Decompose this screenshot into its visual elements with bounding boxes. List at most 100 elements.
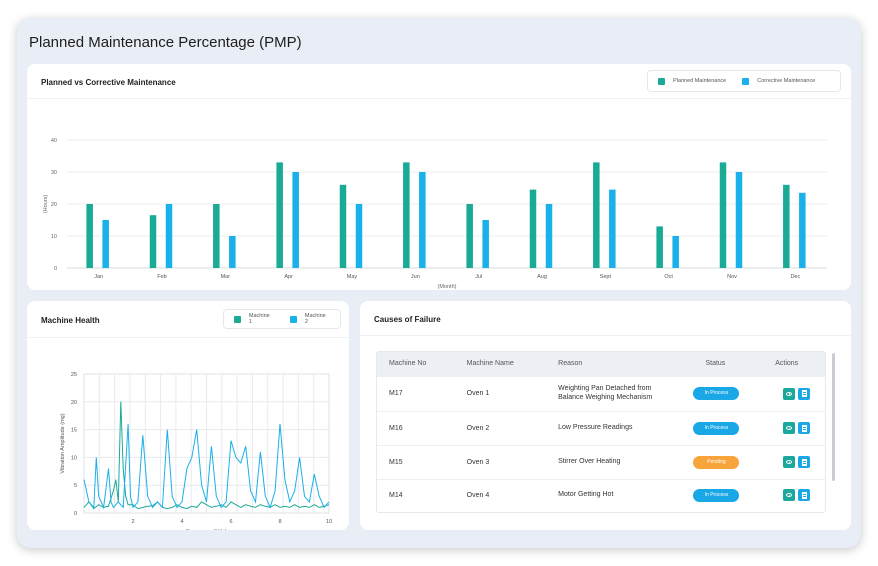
bar-y-tick-label: 0 [54, 266, 57, 272]
document-button[interactable] [798, 422, 811, 434]
col-machine-no[interactable]: Machine No [389, 360, 427, 368]
planned-vs-corrective-card: Planned vs Corrective Maintenance Planne… [27, 64, 851, 290]
cell-machine-name: Oven 3 [466, 458, 490, 466]
table-scrollbar[interactable] [832, 353, 835, 481]
bar-y-axis-label: (Hours) [43, 195, 49, 214]
legend-corrective[interactable]: Corrective Maintenance [742, 77, 816, 85]
line-x-tick-label: 10 [326, 519, 332, 525]
document-button[interactable] [798, 489, 811, 502]
status-badge: In Process [693, 421, 740, 435]
bar-x-tick-label: Jun [411, 274, 420, 280]
failure-table-container: Machine No Machine Name Reason Status Ac… [376, 351, 826, 513]
cell-actions [765, 479, 825, 511]
bar-x-tick-label: Apr [284, 274, 293, 280]
table-row[interactable]: M14 Oven 4 Motor Getting Hot In Process [377, 479, 825, 511]
bar-x-axis-label: (Month) [438, 284, 457, 290]
table-row[interactable]: M17 Oven 1 Weighting Pan Detached from Bal… [377, 376, 825, 411]
line-x-tick-label: 6 [229, 519, 232, 525]
bar-card-title: Planned vs Corrective Maintenance [41, 78, 176, 87]
status-badge: In Process [693, 387, 740, 400]
document-icon [801, 491, 807, 499]
bar-planned [466, 204, 473, 268]
cell-actions [765, 411, 825, 445]
cell-machine-no: M16 [389, 424, 403, 432]
eye-icon [786, 391, 793, 396]
line-y-axis-label: Vibration Amplitude (mg) [60, 413, 66, 473]
col-status[interactable]: Status [705, 360, 726, 368]
cell-actions [765, 445, 825, 479]
bar-planned [276, 162, 283, 268]
view-button[interactable] [783, 456, 796, 468]
bar-x-tick-label: Aug [537, 274, 547, 280]
machine-health-card: Machine Health Machine 1 Machine 2 0 5 10 1… [27, 301, 349, 530]
cell-machine-name: Oven 2 [466, 424, 490, 432]
bar-corrective [735, 172, 743, 268]
view-button[interactable] [783, 422, 796, 434]
document-icon [801, 424, 807, 432]
bar-corrective [229, 236, 236, 268]
eye-icon [786, 493, 793, 498]
document-button[interactable] [798, 456, 811, 468]
bar-x-tick-label: Nov [727, 274, 737, 280]
legend-planned[interactable]: Planned Maintenance [658, 77, 727, 85]
page-title: Planned Maintenance Percentage (PMP) [29, 34, 302, 51]
bar-corrective [292, 172, 299, 268]
legend-swatch-icon [658, 77, 665, 85]
table-row[interactable]: M16 Oven 2 Low Pressure Readings In Process [377, 411, 825, 445]
col-reason[interactable]: Reason [558, 360, 583, 368]
bar-y-tick-label: 10 [51, 234, 57, 240]
legend-machine-1[interactable]: Machine 1 [234, 313, 274, 325]
cell-reason: Stirrer Over Heating [558, 457, 621, 465]
bar-legend: Planned Maintenance Corrective Maintenan… [647, 70, 841, 92]
bar-planned [149, 215, 157, 268]
bar-corrective [419, 172, 426, 268]
legend-label: Corrective Maintenance [757, 78, 816, 84]
legend-swatch-icon [290, 315, 297, 323]
legend-label: Planned Maintenance [673, 78, 727, 84]
cell-machine-name: Oven 1 [466, 390, 490, 397]
failure-card-title: Causes of Failure [374, 315, 441, 324]
line-y-tick-label: 10 [71, 455, 77, 461]
bar-corrective [482, 220, 489, 268]
cell-machine-no: M17 [389, 390, 403, 397]
line-x-tick-label: 8 [278, 519, 281, 525]
failure-table: Machine No Machine Name Reason Status Ac… [377, 352, 825, 511]
bar-corrective [672, 236, 679, 268]
cell-reason: Motor Getting Hot [558, 490, 614, 498]
bar-x-tick-label: Feb [157, 274, 166, 280]
col-actions: Actions [775, 360, 799, 368]
bar-planned [783, 184, 790, 268]
health-card-title: Machine Health [41, 316, 100, 325]
col-machine-name[interactable]: Machine Name [466, 360, 514, 368]
document-icon [801, 390, 807, 397]
document-button[interactable] [798, 387, 811, 400]
cell-machine-no: M15 [389, 458, 403, 466]
bar-corrective [609, 189, 616, 268]
line-y-tick-label: 5 [74, 483, 77, 489]
legend-swatch-icon [234, 315, 241, 323]
bar-planned [403, 162, 410, 268]
cell-status: In Process [675, 411, 765, 445]
view-button[interactable] [783, 489, 796, 502]
bar-x-tick-label: Jan [94, 274, 103, 280]
legend-machine-2[interactable]: Machine 2 [290, 313, 330, 325]
bar-planned [86, 204, 93, 268]
table-row[interactable]: M15 Oven 3 Stirrer Over Heating Pending [377, 445, 825, 479]
cell-machine-no: M14 [389, 491, 403, 499]
bar-x-tick-label: Oct [664, 274, 673, 280]
health-legend: Machine 1 Machine 2 [223, 309, 341, 329]
line-x-tick-label: 2 [131, 519, 134, 525]
legend-label: Machine 2 [304, 313, 326, 325]
card-divider [27, 337, 349, 338]
view-button[interactable] [783, 387, 796, 400]
bar-x-tick-label: May [347, 274, 358, 280]
bar-x-tick-label: Dec [790, 274, 800, 280]
line-x-tick-label: 4 [180, 519, 183, 525]
plot-frame [83, 373, 330, 514]
cell-status: Pending [675, 445, 765, 479]
cell-reason: Low Pressure Readings [558, 423, 633, 431]
cell-status: In Process [675, 479, 765, 511]
series-machine-1 [83, 401, 330, 510]
bar-corrective [355, 204, 363, 268]
series-machine-2 [83, 423, 330, 510]
